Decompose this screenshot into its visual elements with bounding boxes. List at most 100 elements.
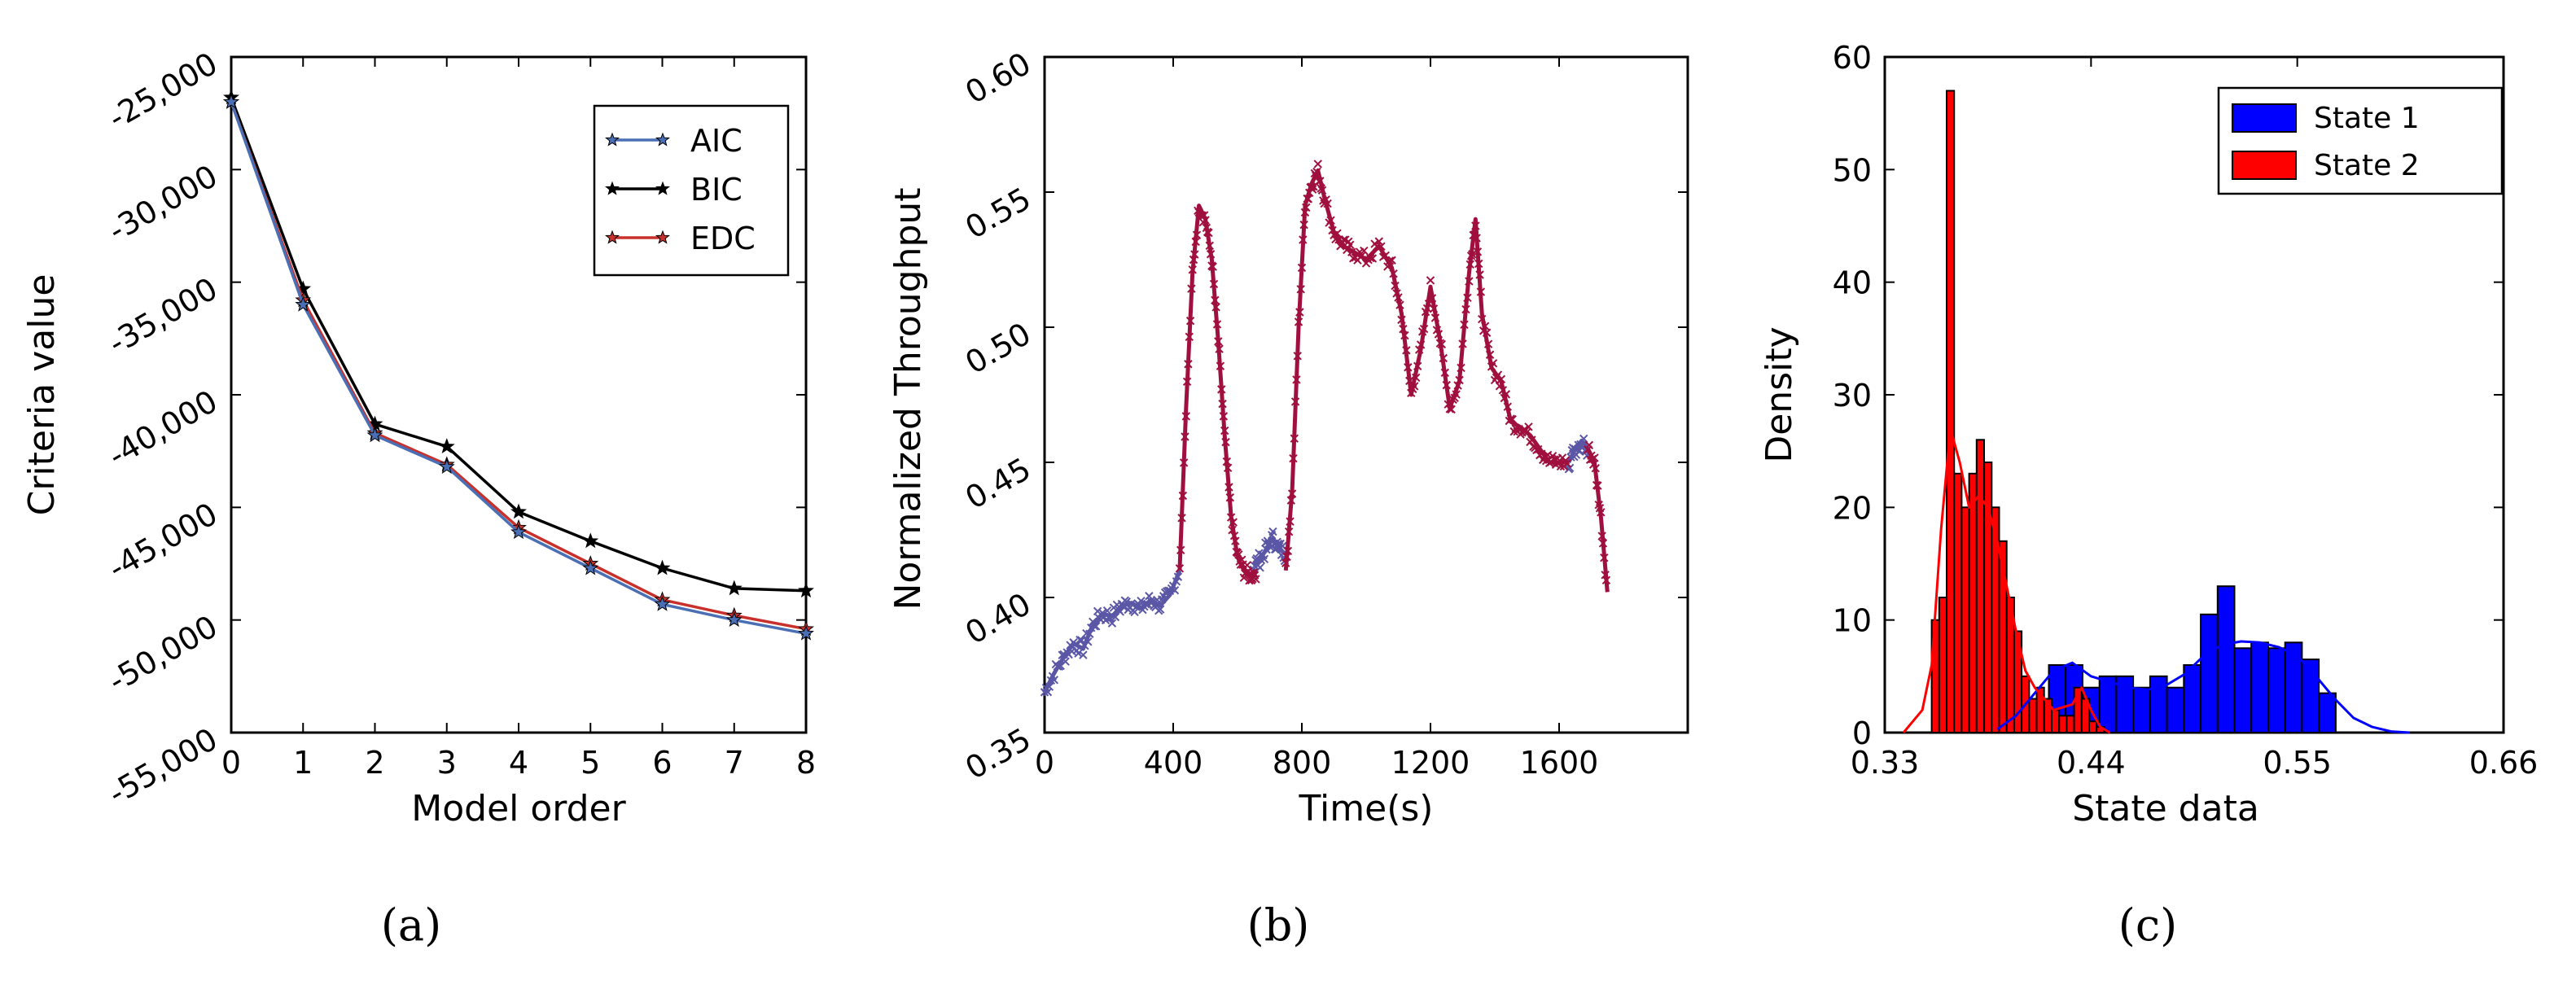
- panel-b-point: [1508, 414, 1517, 424]
- panel-b-y-tick-label: 0.35: [959, 721, 1036, 786]
- panel-b-point: [1348, 254, 1358, 263]
- panel-b-point: [1273, 539, 1283, 549]
- panel-b-point: [1287, 489, 1297, 498]
- panel-b-point: [1468, 250, 1477, 259]
- panel-c-bar-state-1: [2250, 641, 2269, 733]
- panel-a-legend-label-edc: EDC: [690, 221, 756, 256]
- panel-b-point: [1260, 554, 1269, 564]
- panel-b-point: [1219, 412, 1229, 421]
- panel-b-point: [1434, 330, 1444, 339]
- panel-a-y-tick-label: -25,000: [102, 46, 223, 136]
- panel-b-point: [1419, 324, 1429, 334]
- panel-b-point: [1465, 260, 1474, 269]
- panel-a-legend: AIC BIC EDC: [593, 104, 790, 277]
- panel-b-point: [1439, 353, 1448, 363]
- panel-b-point: [1218, 399, 1227, 409]
- panel-c-bar-state-1: [2284, 641, 2303, 733]
- panel-b-point: [1119, 602, 1128, 611]
- panel-c-bar-state-2: [1975, 439, 1986, 733]
- panel-b-point: [1170, 586, 1180, 595]
- panel-b-point: [1204, 228, 1213, 238]
- panel-b-point: [1360, 246, 1369, 256]
- panel-a-legend-items: AIC BIC EDC: [605, 123, 756, 256]
- panel-a-legend-marker: [655, 230, 670, 244]
- panel-b-point: [1084, 637, 1093, 646]
- panel-b-point: [1461, 304, 1470, 314]
- panel-b-point: [1177, 514, 1186, 523]
- panel-b-point: [1458, 339, 1467, 348]
- panel-b-point: [1578, 440, 1588, 450]
- panel-b-point: [1089, 617, 1097, 626]
- panel-b-x-tick-label: 800: [1273, 745, 1332, 781]
- panel-b-point: [1191, 237, 1200, 247]
- panel-b-point: [1597, 508, 1606, 517]
- panel-c-bar-state-2: [2066, 715, 2075, 734]
- panel-c-y-tick-label: 30: [1833, 378, 1872, 414]
- panel-b-point: [1102, 606, 1112, 615]
- panel-b-point: [1474, 259, 1483, 269]
- panel-c-bar-state-1: [2216, 585, 2236, 734]
- panel-b-point: [1482, 328, 1492, 337]
- panel-b-point: [1229, 518, 1238, 527]
- panel-a-point-bic: [654, 559, 671, 575]
- panel-c-bar-state-2: [2028, 698, 2038, 733]
- panel-b-point: [1242, 561, 1252, 570]
- panel-a-legend-box: [593, 104, 790, 277]
- panel-b-point: [1593, 481, 1602, 490]
- panel-b-point: [1224, 483, 1233, 492]
- panel-c-bar-state-1: [2132, 686, 2151, 734]
- panel-b-y-ticks: 0.35 0.40 0.45 0.50 0.55 0.60: [959, 46, 1688, 786]
- panel-c-y-tick-label: 60: [1833, 40, 1872, 76]
- panel-c-kde-state-1: [1996, 640, 2410, 734]
- panel-b-point: [1206, 250, 1216, 259]
- panel-a-x-tick-label: 4: [509, 745, 528, 781]
- panel-b-point: [1275, 541, 1284, 551]
- panel-b-point: [1374, 237, 1384, 246]
- panel-b-point: [1389, 269, 1398, 278]
- panel-c-y-ticks: 0 10 20 30 40 50 60: [1833, 40, 2504, 751]
- panel-a-point-aic: [654, 595, 671, 611]
- panel-c-xlabel: State data: [2072, 788, 2259, 829]
- panel-b-point: [1061, 657, 1070, 666]
- panel-c-bar-state-2: [2088, 720, 2098, 734]
- panel-b-point: [1190, 250, 1199, 259]
- panel-b-point: [1457, 363, 1465, 373]
- panel-b-point: [1343, 245, 1352, 255]
- panel-b-point: [1527, 435, 1536, 444]
- panel-b-point: [1182, 377, 1192, 387]
- panel-a-caption: (a): [381, 899, 441, 951]
- panel-b-point: [1049, 676, 1059, 685]
- panel-b-point: [1296, 285, 1305, 294]
- panel-b-point: [1297, 263, 1307, 273]
- panel-b-x-tick-label: 1600: [1520, 745, 1599, 781]
- panel-b-point: [1452, 390, 1461, 399]
- panel-c-y-tick-label: 0: [1852, 715, 1872, 751]
- panel-b-point: [1185, 332, 1194, 342]
- panel-c-legend-label: State 1: [2314, 102, 2420, 135]
- panel-b-point: [1295, 308, 1304, 317]
- panel-b-point: [1475, 270, 1484, 279]
- panel-b-point: [1222, 457, 1232, 466]
- panel-b-point: [1176, 545, 1185, 555]
- panel-b-point: [1053, 662, 1062, 671]
- panel-b-point: [1223, 463, 1233, 473]
- panel-b-point: [1290, 397, 1300, 406]
- panel-b-point: [1387, 256, 1396, 265]
- panel-b-point: [1584, 440, 1594, 450]
- panel-b-point: [1234, 550, 1243, 559]
- panel-c-bar-state-2: [1968, 472, 1978, 733]
- panel-b-x-tick-label: 0: [1035, 745, 1054, 781]
- panel-b-point: [1172, 577, 1181, 586]
- panel-a-x-ticks: 0 1 2 3 4 5 6 7 8: [221, 57, 816, 781]
- panel-b-point: [1211, 303, 1220, 312]
- panel-b-point: [1122, 597, 1131, 606]
- panel-c-legend: State 1 State 2: [2217, 86, 2504, 195]
- panel-b-caption: (b): [1247, 899, 1310, 951]
- panel-c-bar-state-2: [1938, 597, 1948, 733]
- panel-b-point: [1281, 558, 1290, 567]
- panel-b-point: [1185, 316, 1195, 326]
- panel-b-point: [1483, 339, 1493, 348]
- panel-a-point-aic: [510, 523, 527, 540]
- panel-b-point: [1228, 525, 1237, 535]
- panel-b-y-tick-label: 0.40: [959, 586, 1036, 651]
